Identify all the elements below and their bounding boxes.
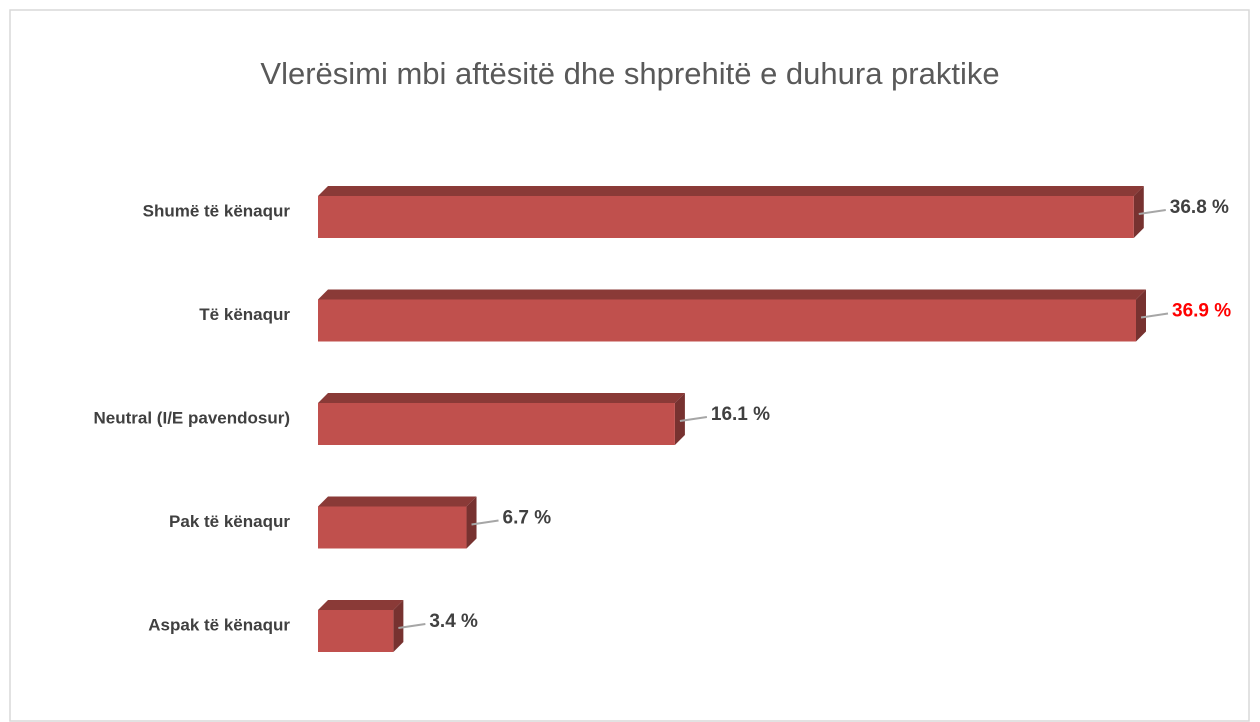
chart-title: Vlerësimi mbi aftësitë dhe shprehitë e d…: [260, 56, 999, 91]
bar-front: [318, 610, 394, 652]
y-tick-label: Pak të kënaqur: [169, 512, 290, 531]
bar: [318, 600, 404, 652]
bar-top: [318, 186, 1144, 196]
bar-side: [466, 496, 477, 549]
bar-side: [1136, 289, 1146, 342]
bar-top: [318, 393, 685, 403]
bar-top: [318, 289, 1146, 300]
bar-front: [318, 506, 467, 549]
bar-front: [318, 299, 1136, 342]
y-tick-label: Shumë të kënaqur: [143, 201, 291, 220]
leader-line: [471, 519, 499, 526]
bar: [318, 289, 1146, 342]
data-label: 36.9 %: [1172, 301, 1231, 322]
bar-side: [674, 393, 685, 445]
bar-front: [318, 196, 1134, 238]
bar: [318, 393, 685, 445]
bar: [318, 496, 477, 549]
leader-line: [1140, 312, 1169, 319]
leader-line: [1138, 209, 1166, 215]
y-tick-label: Neutral (I/E pavendosur): [94, 408, 290, 427]
leader-line: [398, 623, 426, 629]
leader-line: [679, 416, 708, 422]
chart-border: [9, 9, 1250, 722]
data-label: 16.1 %: [711, 404, 770, 425]
bar: [318, 186, 1144, 238]
bar-side: [1133, 186, 1144, 238]
data-label: 6.7 %: [503, 508, 552, 529]
data-label: 36.8 %: [1170, 197, 1229, 218]
bar-top: [318, 600, 404, 610]
bar-top: [318, 496, 477, 507]
bar-front: [318, 403, 675, 445]
data-label: 3.4 %: [429, 611, 478, 632]
bar-side: [393, 600, 404, 652]
y-tick-label: Të kënaqur: [199, 305, 290, 324]
y-tick-label: Aspak të kënaqur: [148, 615, 290, 634]
